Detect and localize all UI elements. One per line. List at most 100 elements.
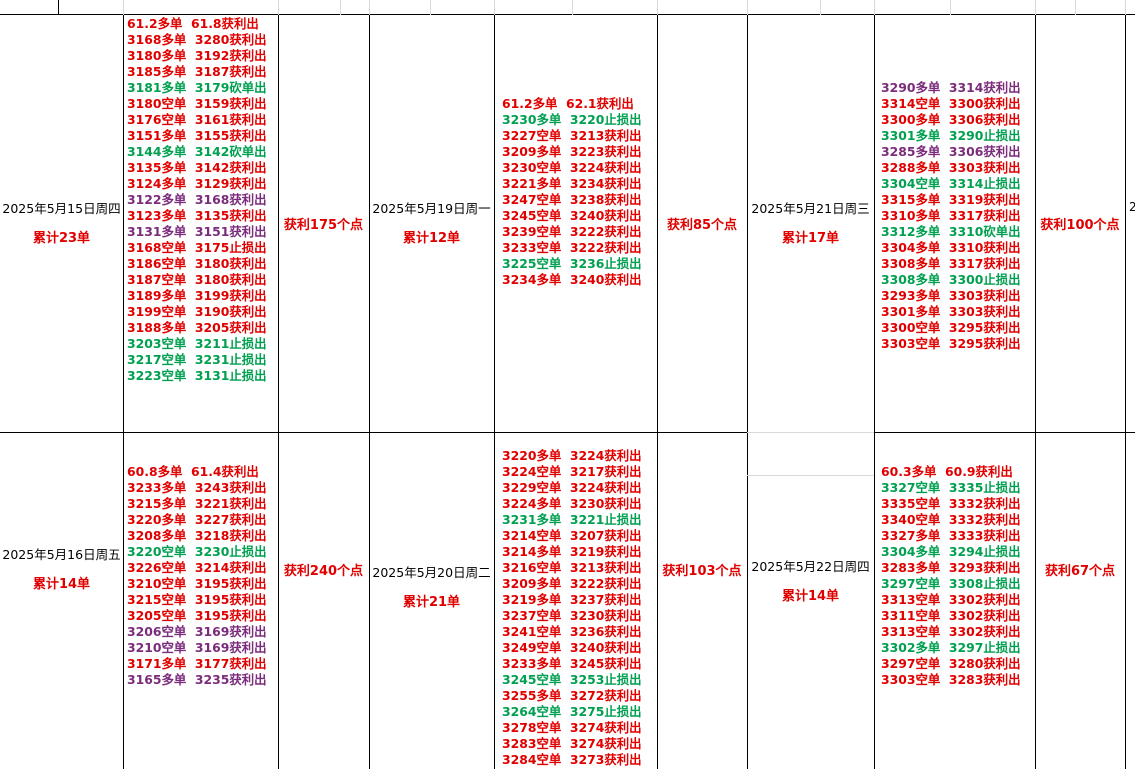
column-border [1035,15,1036,769]
trade-entry: 3285多单 3306获利出 [881,144,1021,159]
trade-entry: 3304多单 3294止损出 [881,544,1021,559]
trade-entry: 3302多单 3297止损出 [881,640,1021,655]
profit-label: 获利240个点 [283,564,364,579]
trade-list: 61.2多单 62.1获利出 3230多单 3220止损出 3227空单 3213获… [502,96,642,288]
trade-entry: 3301多单 3290止损出 [881,128,1021,143]
trade-entry: 3181多单 3179砍单出 [127,80,267,95]
trade-entry: 3135多单 3142获利出 [127,160,267,175]
profit-label: 获利67个点 [1044,564,1116,579]
trade-entry: 3220空单 3230止损出 [127,544,267,559]
gridline [1075,0,1076,15]
profit-cell: 获利175个点 [278,214,369,233]
date-label: 2025年5月22日周四 [751,559,870,574]
profit-label: 获利175个点 [283,218,364,233]
trade-entry: 3340空单 3332获利出 [881,512,1021,527]
trade-entry: 3226空单 3214获利出 [127,560,267,575]
gridline [494,0,495,15]
trade-entry: 60.8多单 61.4获利出 [127,464,259,479]
trade-entry: 3314空单 3300获利出 [881,96,1021,111]
trade-entry: 3180空单 3159获利出 [127,96,267,111]
trade-entry: 3231多单 3221止损出 [502,512,642,527]
profit-label: 获利85个点 [666,218,738,233]
trade-entry: 3205空单 3195获利出 [127,608,267,623]
profit-cell: 获利240个点 [278,560,369,579]
gridline [572,0,573,15]
trade-entry: 3312多单 3310砍单出 [881,224,1021,239]
profit-cell: 获利85个点 [657,214,747,233]
row-border-faint [747,432,874,433]
profit-label: 获利100个点 [1040,218,1120,233]
date-cell: 2025年5月22日周四 累计14单 [747,556,874,604]
gridline [820,0,821,15]
trade-entry: 3237空单 3230获利出 [502,608,642,623]
row-border [874,432,1135,433]
date-cell: 2025年5月19日周一 累计12单 [369,198,494,246]
gridline [340,0,341,15]
gridline [874,0,875,15]
trade-entry: 3224空单 3217获利出 [502,464,642,479]
trade-entry: 3311空单 3302获利出 [881,608,1021,623]
trade-entry: 3313空单 3302获利出 [881,624,1021,639]
trade-entry: 3225空单 3236止损出 [502,256,642,271]
trade-entry: 3215多单 3221获利出 [127,496,267,511]
trade-entry: 3230多单 3220止损出 [502,112,642,127]
trade-entry: 3288多单 3303获利出 [881,160,1021,175]
trade-entry: 3131多单 3151获利出 [127,224,267,239]
trade-entry: 3203空单 3211止损出 [127,336,267,351]
column-border [278,15,279,769]
trade-entry: 3220多单 3224获利出 [502,448,642,463]
gridline [1035,0,1036,15]
trade-entry: 3264空单 3275止损出 [502,704,642,719]
trade-list: 3220多单 3224获利出 3224空单 3217获利出 3229空单 3224获… [502,448,642,768]
trade-entry: 3122多单 3168获利出 [127,192,267,207]
order-count: 累计21单 [402,595,461,610]
trade-entry: 3221多单 3234获利出 [502,176,642,191]
trade-entry: 3223空单 3131止损出 [127,368,267,383]
trade-entry: 3215空单 3195获利出 [127,592,267,607]
trade-entry: 3206空单 3169获利出 [127,624,267,639]
trade-entry: 3220多单 3227获利出 [127,512,267,527]
gridline [657,0,658,15]
date-cell: 2025年5月20日周二 累计21单 [369,562,494,610]
date-label: 2025年5月19日周一 [372,201,491,216]
header-divider [58,0,59,15]
trade-entry: 3290多单 3314获利出 [881,80,1021,95]
trade-list: 60.8多单 61.4获利出 3233多单 3243获利出 3215多单 3221获… [127,464,267,688]
trade-entry: 3303空单 3295获利出 [881,336,1021,351]
trade-entry: 61.2多单 61.8获利出 [127,16,259,31]
date-label: 2025年5月16日周五 [2,547,121,562]
trade-entry: 3171多单 3177获利出 [127,656,267,671]
trade-entry: 3209多单 3222获利出 [502,576,642,591]
trade-list: 60.3多单 60.9获利出 3327空单 3335止损出 3335空单 3332获… [881,464,1021,688]
trade-list: 3290多单 3314获利出 3314空单 3300获利出 3300多单 3306获… [881,80,1021,352]
gridline [950,0,951,15]
trade-entry: 3168空单 3175止损出 [127,240,267,255]
column-border [1125,15,1126,769]
order-count: 累计14单 [781,589,840,604]
trade-entry: 3304多单 3310获利出 [881,240,1021,255]
trade-entry: 3176空单 3161获利出 [127,112,267,127]
trade-entry: 3327多单 3333获利出 [881,528,1021,543]
trade-entry: 3233多单 3243获利出 [127,480,267,495]
trade-entry: 3234多单 3240获利出 [502,272,642,287]
date-cell: 2025年5月16日周五 累计14单 [0,544,123,592]
trade-entry: 3255多单 3272获利出 [502,688,642,703]
column-border [494,15,495,769]
row-border [0,432,747,433]
trade-entry: 3209多单 3223获利出 [502,144,642,159]
trade-entry: 3216空单 3213获利出 [502,560,642,575]
trade-entry: 3180多单 3192获利出 [127,48,267,63]
profit-label: 获利103个点 [662,564,742,579]
trade-entry: 3335空单 3332获利出 [881,496,1021,511]
trade-entry: 3199空单 3190获利出 [127,304,267,319]
gridline [1125,0,1126,15]
trade-entry: 3217空单 3231止损出 [127,352,267,367]
trade-entry: 60.3多单 60.9获利出 [881,464,1013,479]
trade-entry: 3227空单 3213获利出 [502,128,642,143]
trade-entry: 3303空单 3283获利出 [881,672,1021,687]
trade-entry: 3300多单 3306获利出 [881,112,1021,127]
trade-entry: 3151多单 3155获利出 [127,128,267,143]
trade-entry: 3233多单 3245获利出 [502,656,642,671]
order-count: 累计14单 [32,577,91,592]
order-count: 累计17单 [781,231,840,246]
